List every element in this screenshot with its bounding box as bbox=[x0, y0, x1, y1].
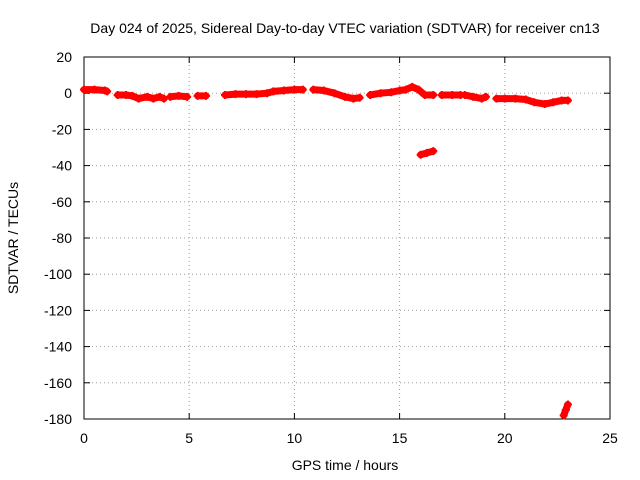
plot-frame bbox=[83, 56, 611, 420]
x-tick-label: 5 bbox=[185, 430, 193, 446]
data-point bbox=[252, 90, 261, 99]
data-point bbox=[408, 82, 417, 91]
data-point bbox=[414, 85, 423, 94]
data-point bbox=[269, 87, 278, 96]
data-point bbox=[340, 92, 349, 101]
data-point bbox=[166, 92, 175, 101]
data-point bbox=[563, 400, 572, 409]
y-tick-label: -100 bbox=[44, 266, 72, 282]
data-point bbox=[193, 91, 202, 100]
data-point bbox=[437, 91, 446, 100]
data-point bbox=[561, 405, 570, 414]
data-point bbox=[429, 91, 438, 100]
data-point bbox=[220, 91, 229, 100]
data-point bbox=[113, 91, 122, 100]
y-tick-label: -80 bbox=[52, 230, 72, 246]
data-point bbox=[492, 94, 501, 103]
data-point bbox=[134, 94, 143, 103]
chart-title: Day 024 of 2025, Sidereal Day-to-day VTE… bbox=[90, 20, 600, 36]
data-point bbox=[90, 85, 99, 94]
data-point bbox=[155, 92, 164, 101]
y-axis-ticks: 20 0 -20 -40 -60 -80 -100 -120 -140 -160 -180 bbox=[44, 49, 610, 427]
data-point bbox=[263, 89, 272, 98]
y-tick-label: 20 bbox=[56, 49, 72, 65]
data-point bbox=[559, 411, 568, 420]
x-tick-label: 0 bbox=[80, 430, 88, 446]
x-axis-ticks: 0 5 10 15 20 25 bbox=[80, 57, 618, 446]
data-point bbox=[290, 85, 299, 94]
x-axis-label: GPS time / hours bbox=[292, 457, 399, 473]
data-point bbox=[376, 89, 385, 98]
data-point bbox=[481, 92, 490, 101]
data-point bbox=[387, 88, 396, 97]
x-tick-label: 20 bbox=[497, 430, 513, 446]
data-point bbox=[549, 98, 558, 107]
y-tick-label: 0 bbox=[64, 85, 72, 101]
data-point bbox=[429, 147, 438, 156]
y-tick-label: -40 bbox=[52, 158, 72, 174]
y-tick-label: -120 bbox=[44, 302, 72, 318]
grid-lines bbox=[84, 57, 610, 419]
data-point bbox=[183, 92, 192, 101]
data-point bbox=[242, 90, 251, 99]
data-point bbox=[128, 91, 137, 100]
data-point bbox=[530, 98, 539, 107]
data-point bbox=[401, 85, 410, 94]
y-tick-label: -180 bbox=[44, 411, 72, 427]
data-point bbox=[420, 91, 429, 100]
data-point bbox=[448, 91, 457, 100]
x-tick-label: 10 bbox=[287, 430, 303, 446]
data-point bbox=[366, 91, 375, 100]
y-axis-label: SDTVAR / TECUs bbox=[5, 182, 21, 294]
data-point bbox=[143, 92, 152, 101]
data-point bbox=[521, 95, 530, 104]
y-tick-label: -20 bbox=[52, 121, 72, 137]
data-point bbox=[319, 86, 328, 95]
data-point bbox=[231, 90, 240, 99]
data-point bbox=[80, 85, 88, 94]
data-point bbox=[477, 94, 486, 103]
y-tick-label: -160 bbox=[44, 375, 72, 391]
data-point bbox=[159, 94, 168, 103]
data-point bbox=[540, 100, 549, 109]
data-point bbox=[422, 148, 431, 157]
data-point bbox=[511, 94, 520, 103]
data-point bbox=[563, 96, 572, 105]
data-point bbox=[202, 91, 211, 100]
x-tick-label: 15 bbox=[392, 430, 408, 446]
data-point bbox=[500, 94, 509, 103]
data-point bbox=[103, 87, 112, 96]
data-point bbox=[174, 91, 183, 100]
series-sdtvar bbox=[80, 82, 572, 420]
data-point bbox=[460, 91, 469, 100]
x-tick-label: 25 bbox=[602, 430, 618, 446]
data-point bbox=[416, 150, 425, 159]
y-tick-label: -140 bbox=[44, 339, 72, 355]
data-point bbox=[469, 92, 478, 101]
data-point bbox=[330, 89, 339, 98]
data-point bbox=[355, 93, 364, 102]
data-point bbox=[298, 85, 307, 94]
data-point bbox=[279, 86, 288, 95]
data-point bbox=[149, 94, 158, 103]
y-tick-label: -60 bbox=[52, 194, 72, 210]
data-point bbox=[309, 85, 318, 94]
